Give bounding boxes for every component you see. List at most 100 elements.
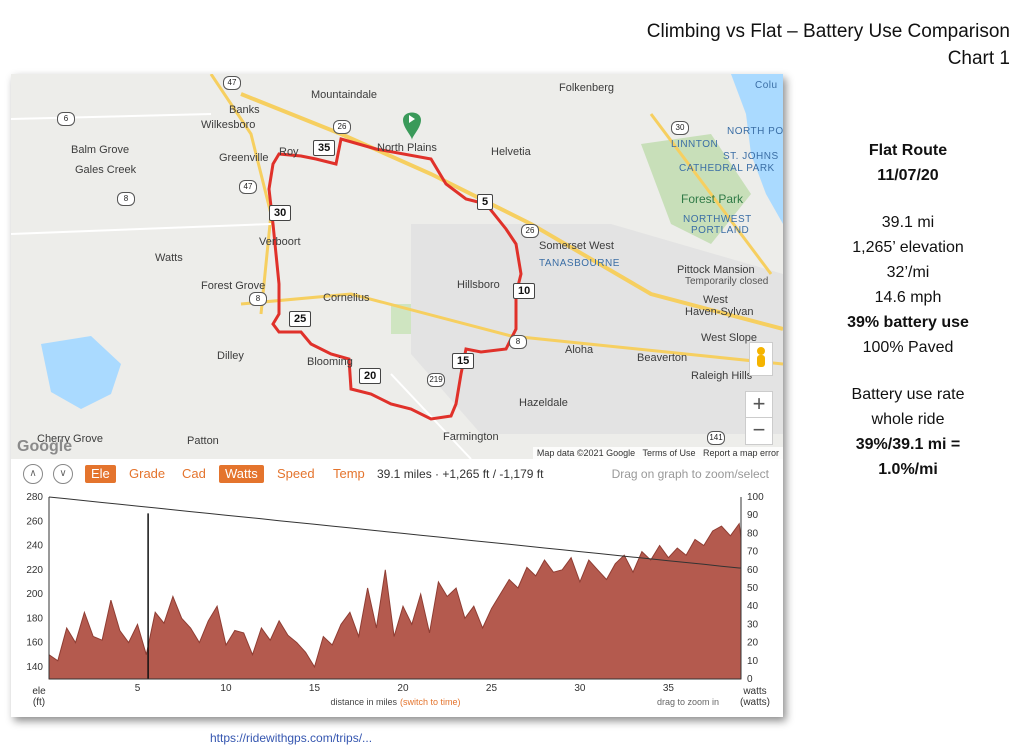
place-label: Verboort (259, 236, 301, 248)
highway-shield-icon: 8 (509, 335, 527, 349)
tab-temp[interactable]: Temp (333, 466, 365, 481)
place-label: Cornelius (323, 292, 370, 304)
place-label: Aloha (565, 344, 594, 356)
zoom-hint: Drag on graph to zoom/select (611, 467, 769, 481)
route-mile-marker[interactable]: 20 (359, 368, 382, 384)
tab-speed[interactable]: Speed (277, 466, 315, 481)
route-mile-marker[interactable]: 30 (269, 205, 292, 221)
route-ft-per-mile: 32’/mi (886, 264, 930, 281)
place-label: CATHEDRAL PARK (679, 163, 775, 174)
map-canvas[interactable] (11, 74, 783, 459)
watts-line (48, 496, 741, 569)
highway-shield-icon: 26 (521, 224, 539, 238)
route-mile-marker[interactable]: 10 (513, 283, 536, 299)
tab-cad[interactable]: Cad (182, 466, 206, 481)
elevation-chart-svg[interactable]: 140 160 180 200 220 240 260 280 0 10 20 30 40 50 60 70… (11, 489, 783, 717)
place-label: Roy (279, 146, 299, 158)
route-mile-marker[interactable]: 15 (452, 353, 475, 369)
battery-rate-result: 1.0%/mi (878, 461, 938, 478)
zoom-out-button[interactable]: − (745, 417, 773, 445)
route-map[interactable]: Mountaindale Banks Wilkesboro Folkenberg… (11, 74, 783, 459)
place-label: Temporarily closed (685, 276, 769, 287)
highway-shield-icon: 8 (249, 292, 267, 306)
road-3 (390, 373, 472, 459)
slide-title-line1: Climbing vs Flat – Battery Use Compariso… (646, 21, 1010, 42)
road-2 (11, 223, 272, 235)
place-label: Blooming (307, 356, 353, 368)
collapse-up-button[interactable]: ∧ (23, 464, 43, 484)
battery-rate-label: Battery use rate (851, 386, 965, 403)
tab-watts[interactable]: Watts (219, 465, 264, 483)
right-tick-label: 80 (747, 528, 759, 539)
route-mile-marker[interactable]: 35 (313, 140, 336, 156)
highway-shield-icon: 141 (707, 431, 725, 445)
place-label: Forest Grove (201, 280, 266, 292)
slide-title: Climbing vs Flat – Battery Use Compariso… (647, 18, 1010, 72)
chart-toolbar: ∧ ∨ Ele Grade Cad Watts Speed Temp 39.1 … (11, 459, 783, 489)
route-paved: 100% Paved (862, 339, 954, 356)
ride-panel: Mountaindale Banks Wilkesboro Folkenberg… (11, 74, 783, 717)
left-tick-label: 160 (26, 638, 43, 649)
ride-stats: 39.1 miles · +1,265 ft / -1,179 ft (377, 467, 544, 481)
place-label: West Slope (701, 332, 758, 344)
place-label: Balm Grove (71, 144, 130, 156)
right-tick-label: 50 (747, 583, 759, 594)
route-speed: 14.6 mph (874, 289, 942, 306)
ride-route-line (267, 137, 523, 421)
report-map-error-link[interactable]: Report a map error (702, 448, 779, 458)
place-label: Patton (187, 435, 219, 447)
highway-shield-icon: 47 (239, 180, 257, 194)
place-label: West (703, 294, 728, 306)
x-tick-label: 5 (135, 683, 141, 694)
right-tick-label: 0 (747, 674, 753, 685)
left-tick-label: 180 (26, 613, 43, 624)
right-tick-label: 40 (747, 601, 759, 612)
highway-shield-icon: 6 (57, 112, 75, 126)
route-battery-use: 39% battery use (847, 314, 969, 331)
route-mile-marker[interactable]: 25 (289, 311, 312, 327)
place-label: Watts (155, 252, 183, 264)
elevation-chart[interactable]: 140 160 180 200 220 240 260 280 0 10 20 30 40 50 60 70… (11, 489, 783, 717)
x-tick-label: 30 (574, 683, 586, 694)
expand-down-button[interactable]: ∨ (53, 464, 73, 484)
lake (41, 336, 121, 409)
place-label: NORTHWEST (683, 214, 752, 225)
place-label: PORTLAND (691, 225, 750, 236)
route-info-panel: Flat Route 11/07/20 39.1 mi 1,265’ eleva… (818, 138, 998, 482)
route-date: 11/07/20 (877, 167, 939, 184)
place-label: Dilley (217, 350, 244, 362)
elevation-area (48, 522, 742, 680)
highway-8 (240, 292, 783, 366)
place-label: Hazeldale (519, 397, 568, 409)
forest-park (641, 134, 751, 244)
right-tick-label: 90 (747, 510, 759, 521)
route-elevation: 1,265’ elevation (852, 239, 964, 256)
place-label: Somerset West (539, 240, 614, 252)
route-heading: Flat Route (868, 142, 948, 159)
switch-to-time-link[interactable]: (switch to time) (400, 697, 461, 707)
right-tick-label: 60 (747, 565, 759, 576)
left-axis-label: ele (32, 686, 46, 697)
tab-grade[interactable]: Grade (129, 466, 166, 481)
x-axis-title: distance in miles (330, 697, 397, 707)
highway-30 (649, 113, 773, 275)
left-axis-unit: (ft) (33, 697, 45, 708)
place-label: TANASBOURNE (539, 258, 620, 269)
highway-shield-icon: 26 (333, 120, 351, 134)
drag-zoom-hint: drag to zoom in (657, 697, 719, 707)
highway-47 (209, 74, 273, 315)
terms-of-use-link[interactable]: Terms of Use (642, 448, 696, 458)
tab-ele[interactable]: Ele (85, 465, 116, 483)
left-tick-label: 260 (26, 516, 43, 527)
battery-rate-formula: 39%/39.1 mi = (855, 436, 961, 453)
street-view-pegman-icon[interactable] (749, 342, 773, 376)
start-pin-icon (403, 112, 421, 140)
place-label: Forest Park (681, 192, 744, 206)
place-label: Gales Creek (75, 164, 137, 176)
route-mile-marker[interactable]: 5 (477, 194, 494, 210)
source-link[interactable]: https://ridewithgps.com/trips/... (210, 731, 373, 745)
route-distance: 39.1 mi (881, 214, 935, 231)
place-label: Greenville (219, 152, 269, 164)
left-tick-label: 280 (26, 492, 43, 503)
zoom-in-button[interactable]: + (745, 391, 773, 419)
